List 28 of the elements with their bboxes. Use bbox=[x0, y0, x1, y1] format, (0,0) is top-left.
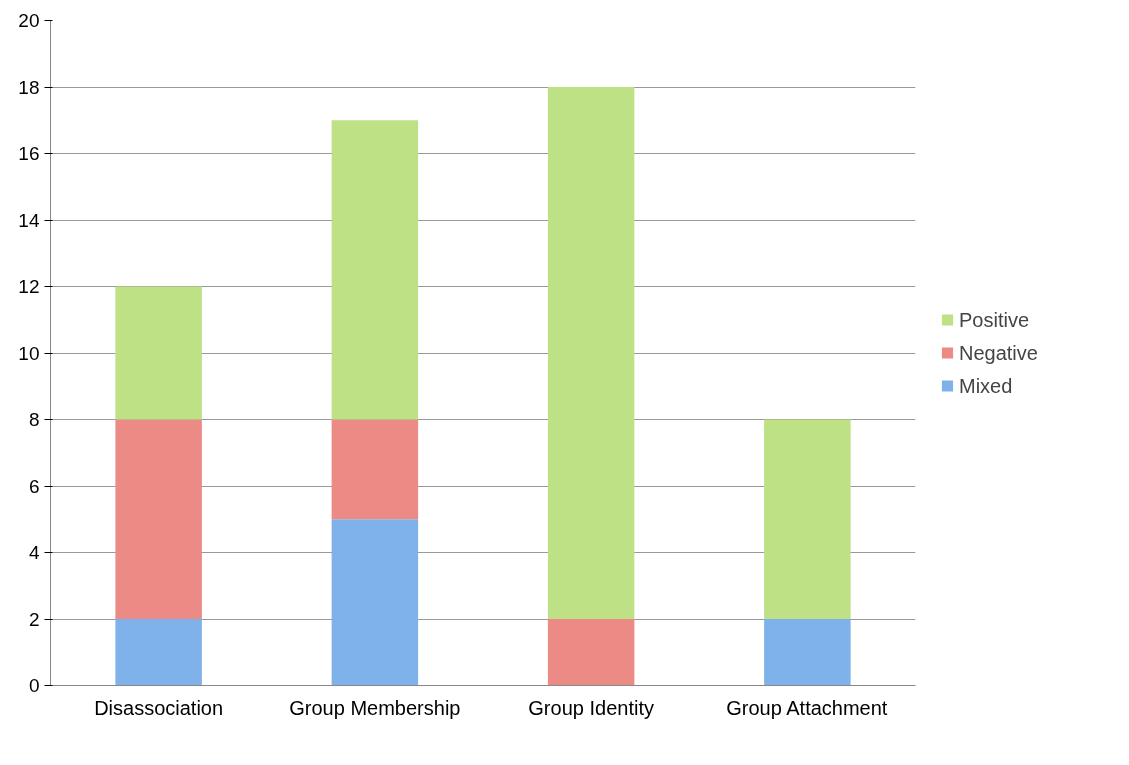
x-tick-label: Disassociation bbox=[94, 696, 224, 719]
y-tick-label: 8 bbox=[28, 409, 40, 430]
bar bbox=[331, 519, 419, 686]
bar bbox=[115, 286, 202, 420]
legend-label: Negative bbox=[959, 341, 1038, 364]
bar bbox=[331, 419, 419, 520]
bar bbox=[547, 619, 635, 686]
y-tick-label: 0 bbox=[28, 675, 40, 696]
y-tick-label: 20 bbox=[18, 10, 40, 31]
x-tick-label: Group Attachment bbox=[726, 696, 888, 719]
bar bbox=[764, 619, 851, 686]
y-tick-label: 6 bbox=[28, 475, 40, 497]
bar bbox=[331, 120, 419, 420]
y-tick-label: 18 bbox=[18, 76, 40, 98]
y-tick-label: 4 bbox=[28, 542, 40, 563]
legend-label: Mixed bbox=[959, 374, 1013, 397]
y-tick-label: 10 bbox=[18, 342, 40, 364]
x-tick-label: Group Identity bbox=[528, 696, 654, 719]
bar bbox=[764, 419, 851, 619]
bar bbox=[547, 87, 635, 619]
bar bbox=[115, 619, 202, 686]
y-tick-label: 12 bbox=[18, 276, 40, 297]
x-tick-label: Group Membership bbox=[289, 696, 461, 719]
y-tick-label: 2 bbox=[28, 608, 40, 630]
y-tick-label: 14 bbox=[18, 209, 40, 231]
legend-label: Positive bbox=[959, 308, 1030, 331]
bar bbox=[115, 419, 202, 619]
y-tick-label: 16 bbox=[18, 143, 40, 164]
